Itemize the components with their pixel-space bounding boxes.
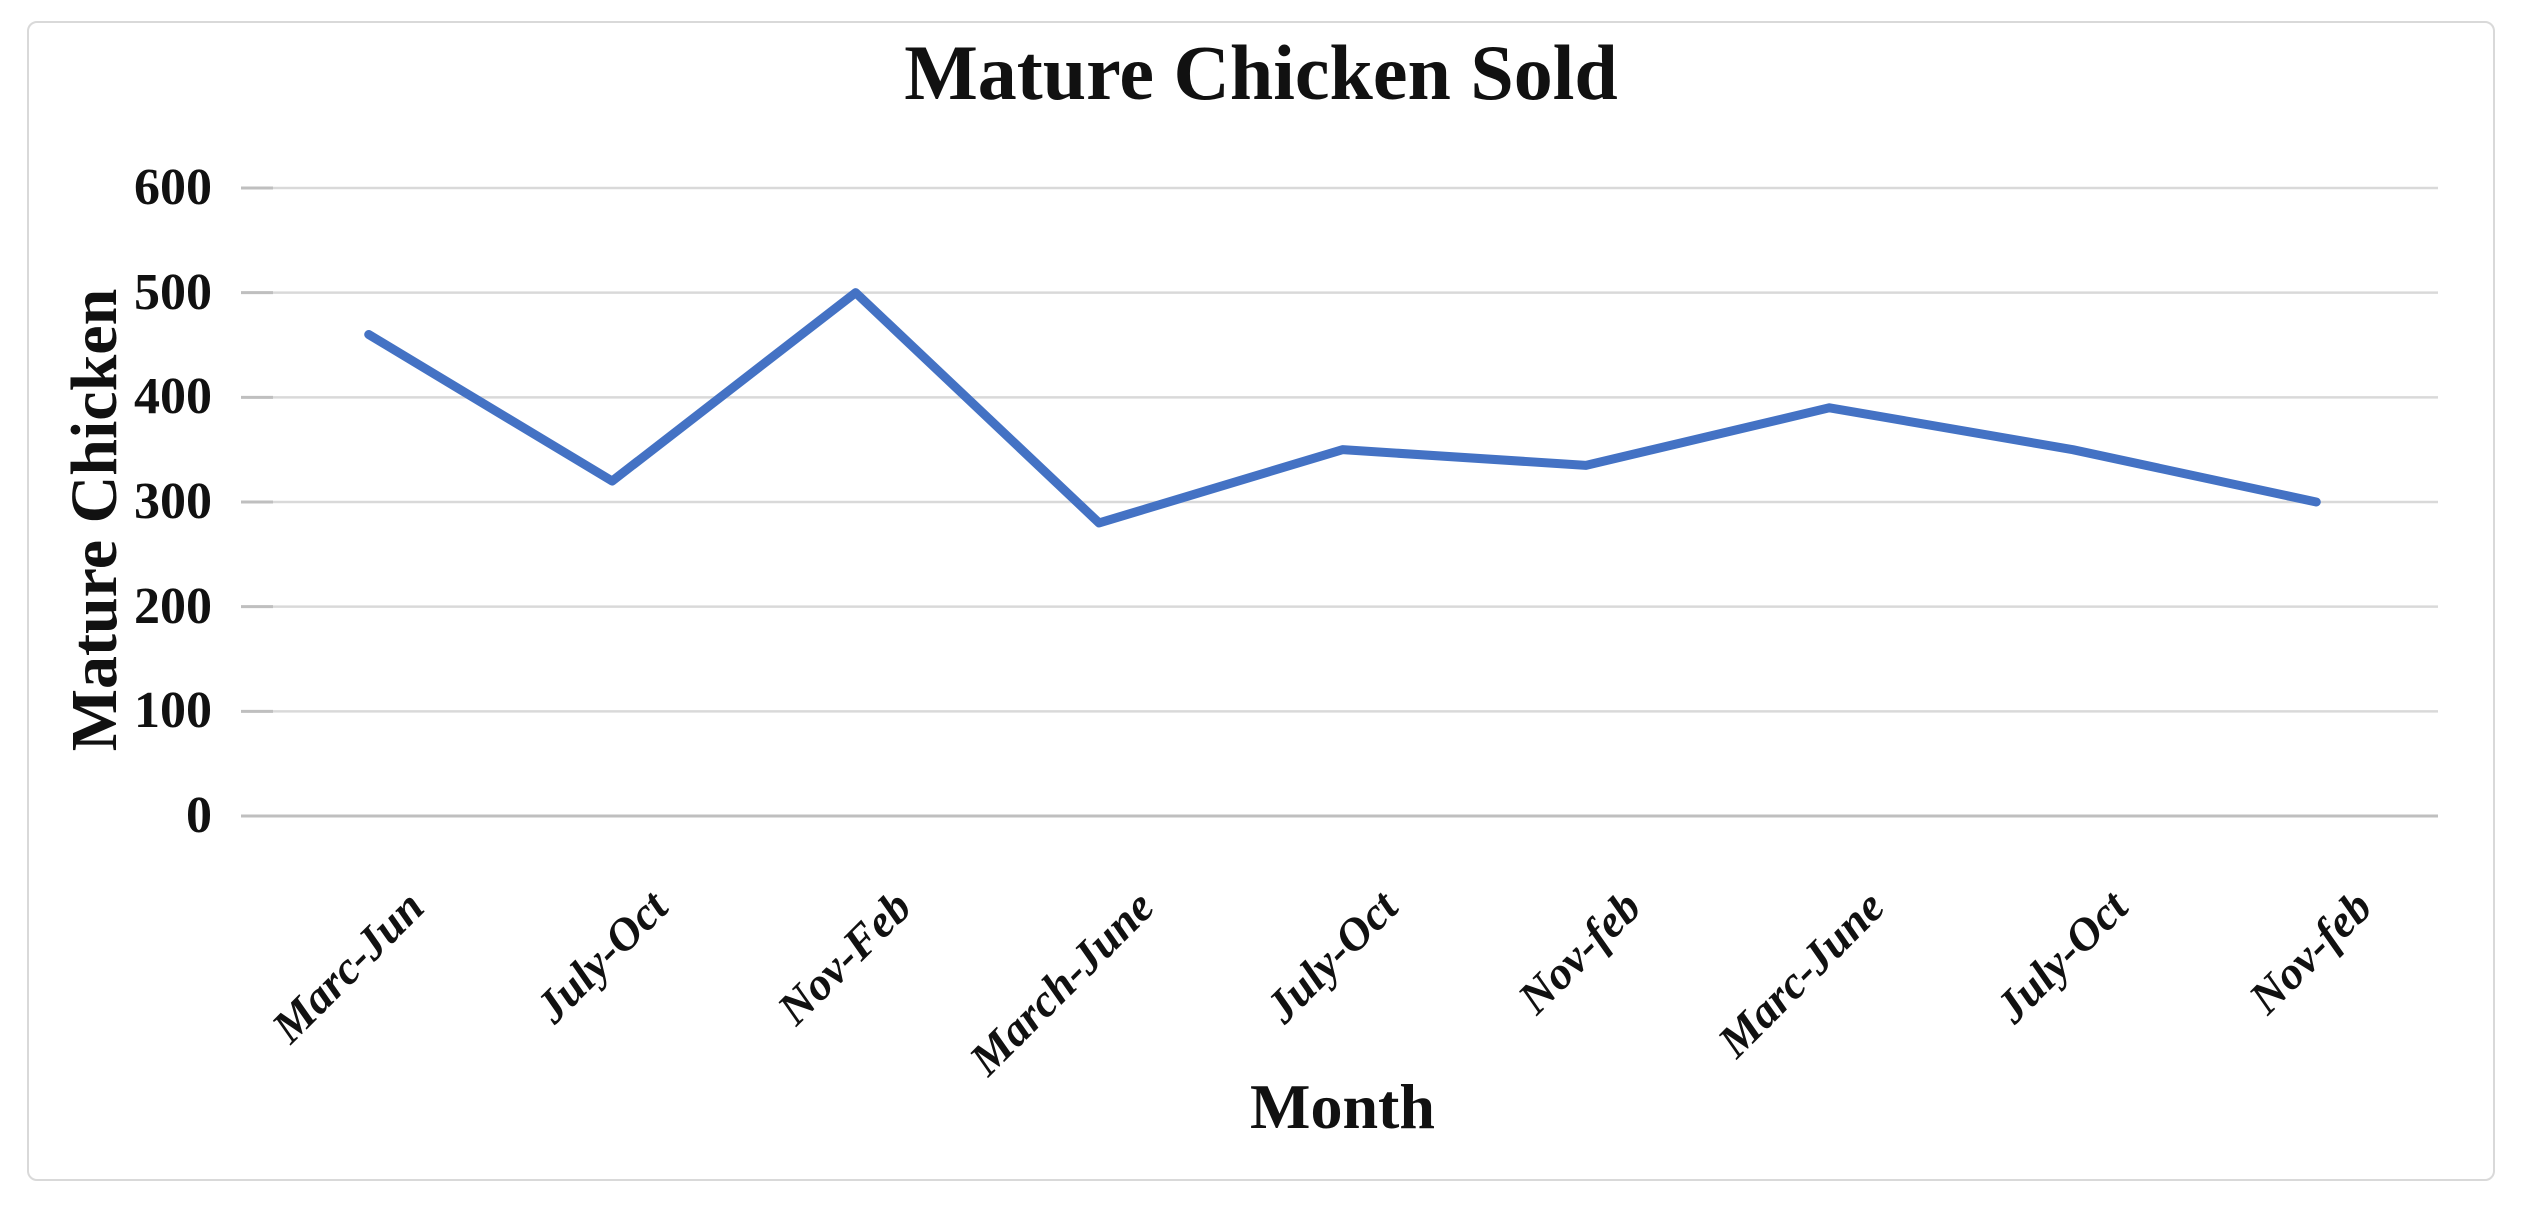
y-tick-label: 300 (134, 473, 212, 530)
chart-title: Mature Chicken Sold (904, 29, 1618, 116)
series-line (364, 288, 2321, 528)
y-tick-label: 600 (134, 159, 212, 216)
chart-frame (27, 21, 2495, 1181)
y-tick-label: 400 (134, 368, 212, 426)
y-tick-label: 200 (134, 577, 212, 635)
y-tick-label: 500 (134, 263, 212, 321)
x-axis-title: Month (1250, 1071, 1435, 1142)
y-tick-label: 100 (134, 682, 212, 740)
y-tick-label: 0 (186, 787, 212, 844)
